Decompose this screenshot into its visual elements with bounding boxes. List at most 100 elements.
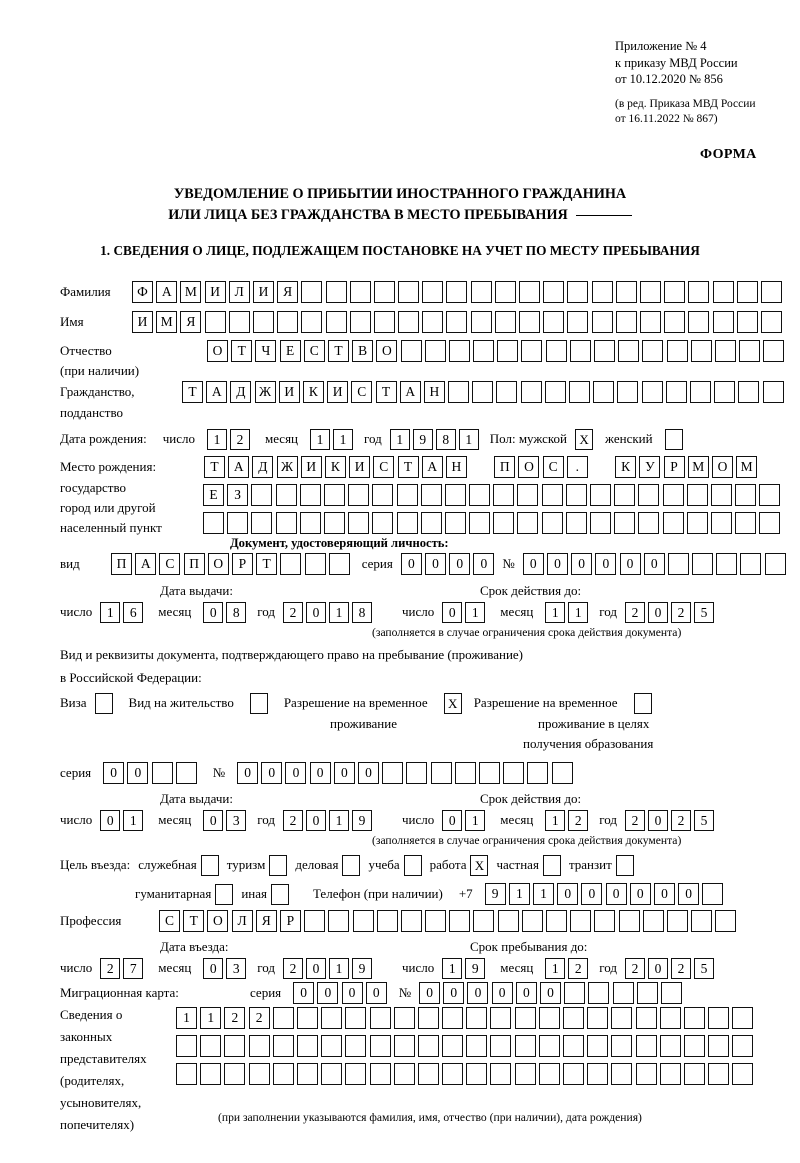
char-cell[interactable]: 5 bbox=[694, 957, 715, 979]
char-cell[interactable]: 1 bbox=[176, 1007, 197, 1029]
char-cell[interactable] bbox=[446, 311, 468, 333]
char-cell[interactable]: 1 bbox=[200, 1007, 222, 1029]
char-cell[interactable] bbox=[519, 311, 540, 333]
char-cell[interactable]: 0 bbox=[653, 883, 675, 905]
char-cell[interactable]: 0 bbox=[293, 982, 315, 1004]
char-cell[interactable] bbox=[345, 1063, 367, 1085]
char-cell[interactable]: 0 bbox=[237, 762, 259, 784]
char-cell[interactable] bbox=[417, 1007, 439, 1029]
stay-visa-checkbox[interactable] bbox=[94, 692, 113, 714]
char-cell[interactable] bbox=[639, 311, 661, 333]
char-cell[interactable] bbox=[382, 762, 404, 784]
char-cell[interactable] bbox=[563, 1035, 584, 1057]
char-cell[interactable] bbox=[448, 340, 470, 362]
char-cell[interactable] bbox=[689, 381, 711, 403]
char-cell[interactable]: 1 bbox=[465, 809, 486, 831]
char-cell[interactable] bbox=[248, 1063, 270, 1085]
char-cell[interactable]: 0 bbox=[629, 883, 651, 905]
char-cell[interactable] bbox=[470, 281, 492, 303]
birthplace-row3-boxes[interactable] bbox=[203, 512, 781, 534]
char-cell[interactable] bbox=[692, 553, 714, 575]
char-cell[interactable] bbox=[760, 281, 782, 303]
char-cell[interactable]: 2 bbox=[283, 601, 304, 623]
char-cell[interactable] bbox=[551, 762, 573, 784]
char-cell[interactable]: Ж bbox=[254, 381, 276, 403]
char-cell[interactable] bbox=[763, 340, 785, 362]
stay-residence-checkbox[interactable] bbox=[249, 692, 268, 714]
char-cell[interactable]: 0 bbox=[648, 809, 669, 831]
char-cell[interactable] bbox=[702, 883, 724, 905]
char-cell[interactable]: 0 bbox=[515, 982, 537, 1004]
char-cell[interactable]: 0 bbox=[540, 982, 562, 1004]
char-cell[interactable] bbox=[372, 484, 394, 506]
char-cell[interactable] bbox=[611, 1007, 633, 1029]
char-cell[interactable]: 0 bbox=[546, 553, 568, 575]
char-cell[interactable] bbox=[714, 340, 736, 362]
char-cell[interactable]: А bbox=[206, 381, 228, 403]
char-cell[interactable] bbox=[449, 910, 471, 932]
char-cell[interactable]: 1 bbox=[333, 428, 354, 450]
char-cell[interactable] bbox=[203, 512, 224, 534]
char-cell[interactable]: И bbox=[132, 311, 153, 333]
char-cell[interactable]: 2 bbox=[100, 957, 121, 979]
char-cell[interactable] bbox=[176, 1035, 197, 1057]
char-cell[interactable] bbox=[400, 910, 422, 932]
char-cell[interactable] bbox=[736, 311, 758, 333]
char-cell[interactable] bbox=[176, 1063, 197, 1085]
char-cell[interactable] bbox=[564, 982, 586, 1004]
char-cell[interactable]: 5 bbox=[694, 601, 715, 623]
char-cell[interactable] bbox=[200, 1063, 222, 1085]
char-cell[interactable] bbox=[299, 484, 321, 506]
char-cell[interactable]: 2 bbox=[625, 809, 646, 831]
char-cell[interactable] bbox=[466, 1063, 488, 1085]
char-cell[interactable]: Р bbox=[231, 553, 253, 575]
char-cell[interactable] bbox=[708, 1035, 730, 1057]
char-cell[interactable] bbox=[369, 1063, 391, 1085]
char-cell[interactable]: Я bbox=[180, 311, 202, 333]
char-cell[interactable]: Н bbox=[423, 381, 445, 403]
char-cell[interactable] bbox=[272, 1007, 294, 1029]
char-cell[interactable]: 9 bbox=[484, 883, 506, 905]
legal-reps-row3-boxes[interactable] bbox=[176, 1063, 754, 1085]
char-cell[interactable] bbox=[328, 553, 350, 575]
char-cell[interactable]: А bbox=[399, 381, 421, 403]
char-cell[interactable] bbox=[569, 340, 591, 362]
char-cell[interactable] bbox=[272, 1035, 294, 1057]
char-cell[interactable]: 0 bbox=[571, 553, 593, 575]
char-cell[interactable] bbox=[639, 281, 661, 303]
char-cell[interactable] bbox=[446, 281, 468, 303]
char-cell[interactable] bbox=[710, 484, 732, 506]
char-cell[interactable]: 1 bbox=[206, 428, 227, 450]
char-cell[interactable]: 0 bbox=[203, 809, 224, 831]
char-cell[interactable] bbox=[686, 512, 708, 534]
char-cell[interactable] bbox=[422, 281, 444, 303]
char-cell[interactable] bbox=[349, 281, 371, 303]
char-cell[interactable] bbox=[376, 910, 398, 932]
char-cell[interactable] bbox=[299, 512, 321, 534]
char-cell[interactable]: С bbox=[159, 910, 180, 932]
char-cell[interactable]: 2 bbox=[283, 809, 304, 831]
char-cell[interactable] bbox=[587, 1063, 609, 1085]
char-cell[interactable]: 1 bbox=[100, 601, 121, 623]
char-cell[interactable]: Т bbox=[231, 340, 253, 362]
char-cell[interactable] bbox=[296, 1007, 318, 1029]
char-cell[interactable] bbox=[688, 311, 710, 333]
char-cell[interactable] bbox=[740, 553, 762, 575]
char-cell[interactable] bbox=[612, 982, 634, 1004]
char-cell[interactable]: 0 bbox=[442, 809, 463, 831]
char-cell[interactable] bbox=[444, 484, 466, 506]
char-cell[interactable] bbox=[277, 311, 299, 333]
char-cell[interactable]: И bbox=[278, 381, 300, 403]
char-cell[interactable]: К bbox=[302, 381, 324, 403]
char-cell[interactable] bbox=[275, 484, 297, 506]
char-cell[interactable] bbox=[543, 281, 565, 303]
char-cell[interactable] bbox=[472, 381, 494, 403]
